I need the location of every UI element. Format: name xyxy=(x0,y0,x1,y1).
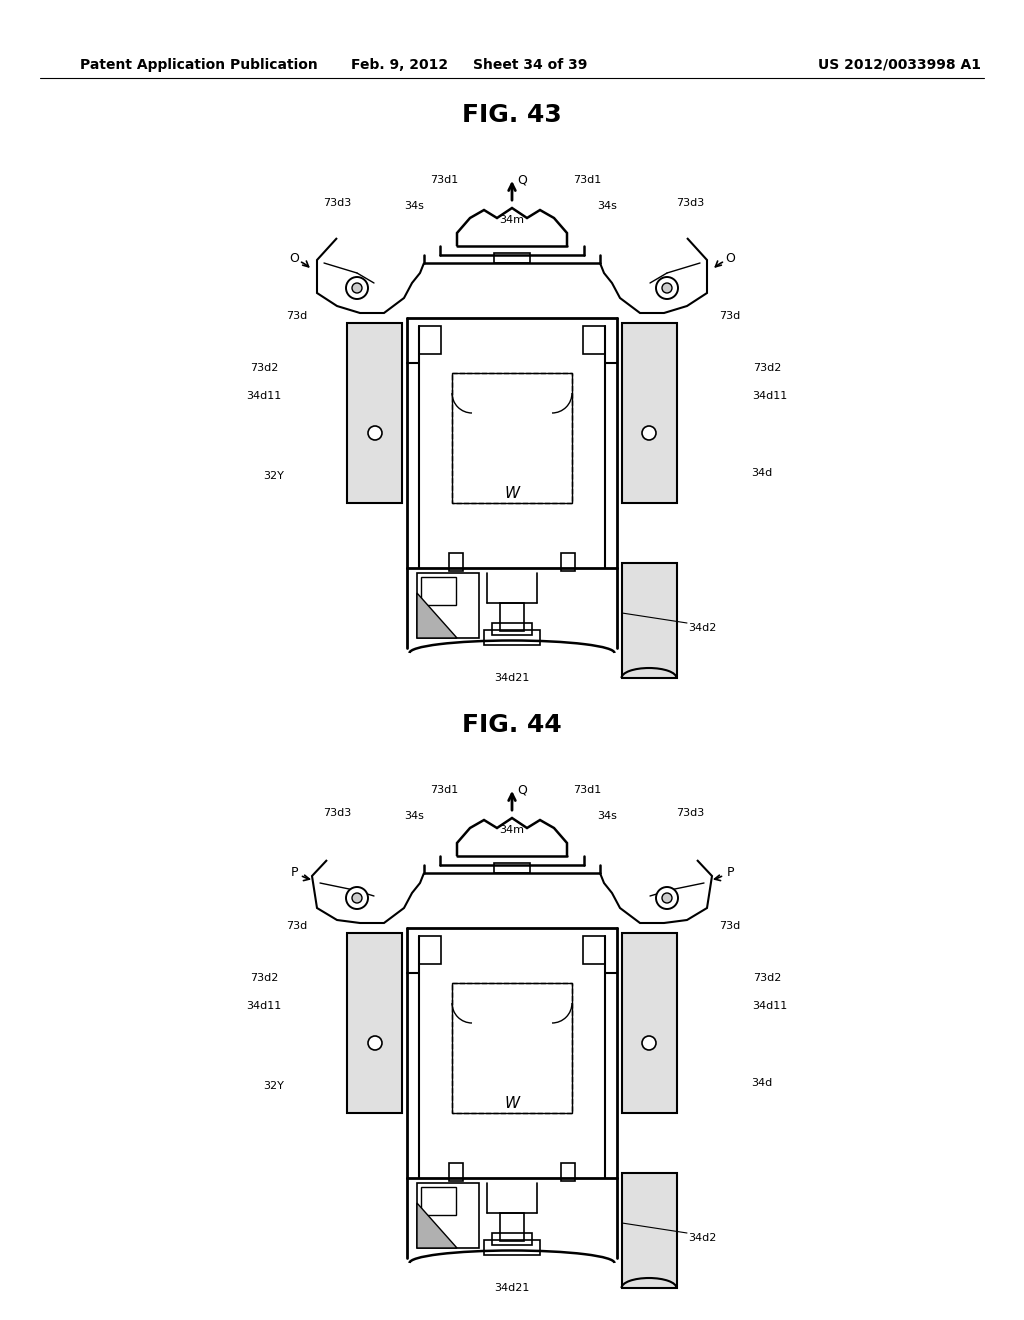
Bar xyxy=(452,983,572,1113)
Text: 73d: 73d xyxy=(287,921,307,931)
Text: Q: Q xyxy=(517,784,527,796)
Ellipse shape xyxy=(368,426,382,440)
Text: 34d11: 34d11 xyxy=(753,1001,787,1011)
Ellipse shape xyxy=(656,277,678,300)
Text: P: P xyxy=(726,866,734,879)
Text: 34d2: 34d2 xyxy=(688,1233,716,1243)
Text: 34s: 34s xyxy=(597,201,616,211)
Bar xyxy=(347,323,402,503)
Ellipse shape xyxy=(662,894,672,903)
Bar xyxy=(622,564,677,678)
Text: 34d2: 34d2 xyxy=(688,623,716,634)
Text: 34s: 34s xyxy=(404,810,424,821)
Text: 34m: 34m xyxy=(500,215,524,224)
Text: 73d2: 73d2 xyxy=(753,973,781,983)
Bar xyxy=(452,983,572,1113)
Text: 34m: 34m xyxy=(500,825,524,836)
Text: 73d: 73d xyxy=(720,312,740,321)
Bar xyxy=(583,326,605,354)
Bar xyxy=(419,326,441,354)
Ellipse shape xyxy=(346,887,368,909)
Text: Feb. 9, 2012: Feb. 9, 2012 xyxy=(351,58,449,73)
Ellipse shape xyxy=(368,1036,382,1049)
Text: 34s: 34s xyxy=(597,810,616,821)
Bar xyxy=(622,933,677,1113)
Text: 73d: 73d xyxy=(287,312,307,321)
Text: 73d1: 73d1 xyxy=(430,176,458,185)
Bar xyxy=(417,1183,479,1247)
Bar xyxy=(421,577,456,605)
Text: 73d3: 73d3 xyxy=(676,198,705,209)
Bar xyxy=(492,623,532,635)
Text: 73d2: 73d2 xyxy=(753,363,781,374)
Text: P: P xyxy=(290,866,298,879)
Ellipse shape xyxy=(662,282,672,293)
Bar xyxy=(421,1187,456,1214)
Ellipse shape xyxy=(656,887,678,909)
Text: 34s: 34s xyxy=(404,201,424,211)
Bar xyxy=(449,1163,463,1181)
Bar xyxy=(561,553,575,572)
Bar xyxy=(347,933,402,1113)
Ellipse shape xyxy=(352,282,362,293)
Text: 73d3: 73d3 xyxy=(323,198,351,209)
Bar xyxy=(417,573,479,638)
Text: FIG. 44: FIG. 44 xyxy=(462,713,562,737)
Bar xyxy=(494,863,530,873)
Bar xyxy=(500,1213,524,1241)
Text: 73d2: 73d2 xyxy=(250,363,279,374)
Text: 32Y: 32Y xyxy=(263,471,285,480)
Text: 32Y: 32Y xyxy=(263,1081,285,1092)
Text: O: O xyxy=(289,252,299,264)
Text: 34d: 34d xyxy=(752,1078,773,1088)
Ellipse shape xyxy=(346,277,368,300)
Bar xyxy=(622,1173,677,1288)
Text: W: W xyxy=(505,1096,519,1110)
Text: 34d11: 34d11 xyxy=(247,1001,282,1011)
Ellipse shape xyxy=(352,894,362,903)
Bar xyxy=(492,1233,532,1245)
Text: 73d2: 73d2 xyxy=(250,973,279,983)
Text: 34d21: 34d21 xyxy=(495,673,529,682)
Text: Q: Q xyxy=(517,173,527,186)
Polygon shape xyxy=(417,1203,457,1247)
Text: US 2012/0033998 A1: US 2012/0033998 A1 xyxy=(818,58,981,73)
Text: 34d11: 34d11 xyxy=(753,391,787,401)
Bar xyxy=(452,374,572,503)
Text: 73d1: 73d1 xyxy=(572,785,601,795)
Text: 73d3: 73d3 xyxy=(676,808,705,818)
Bar xyxy=(494,253,530,263)
Text: 73d: 73d xyxy=(720,921,740,931)
Bar xyxy=(622,323,677,503)
Bar xyxy=(583,936,605,964)
Text: W: W xyxy=(505,486,519,500)
Text: O: O xyxy=(725,252,735,264)
Bar xyxy=(419,936,441,964)
Text: 73d1: 73d1 xyxy=(572,176,601,185)
Text: Patent Application Publication: Patent Application Publication xyxy=(80,58,317,73)
Polygon shape xyxy=(417,593,457,638)
Bar xyxy=(452,374,572,503)
Text: 34d11: 34d11 xyxy=(247,391,282,401)
Text: 34d: 34d xyxy=(752,469,773,478)
Bar xyxy=(484,630,540,645)
Text: FIG. 43: FIG. 43 xyxy=(462,103,562,127)
Bar xyxy=(484,1239,540,1255)
Text: 73d1: 73d1 xyxy=(430,785,458,795)
Text: Sheet 34 of 39: Sheet 34 of 39 xyxy=(473,58,587,73)
Bar xyxy=(500,603,524,631)
Text: 34d21: 34d21 xyxy=(495,1283,529,1294)
Ellipse shape xyxy=(642,426,656,440)
Text: 73d3: 73d3 xyxy=(323,808,351,818)
Bar xyxy=(561,1163,575,1181)
Bar xyxy=(449,553,463,572)
Ellipse shape xyxy=(642,1036,656,1049)
